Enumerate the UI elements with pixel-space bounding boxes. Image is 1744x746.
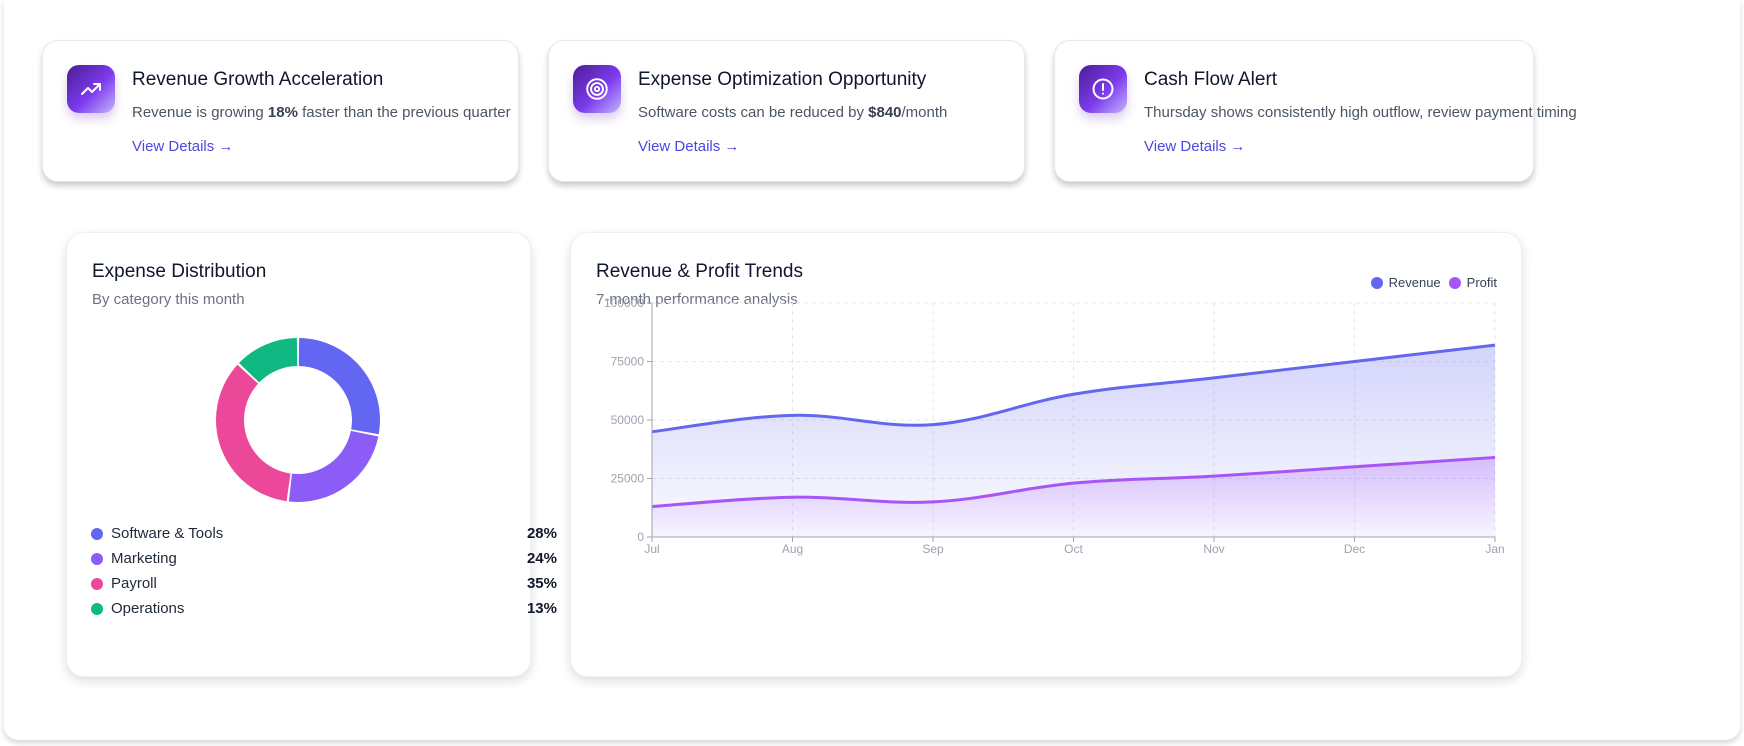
target-icon [573,65,621,113]
legend-swatch [1448,276,1461,289]
panel-title: Revenue & Profit Trends [596,261,803,282]
donut-slice[interactable] [216,364,291,502]
panel-title: Expense Distribution [92,261,267,282]
legend-label: Payroll [111,575,157,592]
donut-slice[interactable] [288,430,379,502]
profit-area [652,457,1495,537]
y-tick-label: 0 [637,530,644,544]
alert-circle-icon [1079,65,1127,113]
donut-slice[interactable] [239,338,298,383]
expense-legend-item: Payroll 35% [91,574,557,594]
insight-title: Cash Flow Alert [1144,69,1278,90]
legend-label: Software & Tools [111,525,224,542]
y-tick-label: 25000 [611,472,645,486]
dashboard-frame: Revenue Growth Acceleration Revenue is g… [4,0,1740,740]
x-tick-label: Dec [1344,542,1365,556]
x-tick-label: Jul [644,542,659,556]
insight-description: Software costs can be reduced by $840/mo… [638,104,948,121]
expense-legend-item: Operations 13% [91,599,557,619]
view-details-link[interactable]: View Details → [1144,138,1246,155]
x-tick-label: Jan [1485,542,1504,556]
legend-item-profit[interactable]: Profit [1448,275,1497,290]
expense-legend-item: Marketing 24% [91,549,557,569]
legend-label: Revenue [1388,275,1441,290]
legend-percentage: 13% [526,600,557,617]
legend-label: Operations [111,600,185,617]
insight-title: Revenue Growth Acceleration [132,69,384,90]
panel-subtitle: 7-month performance analysis [596,291,798,308]
legend-swatch [91,553,103,565]
legend-percentage: 28% [526,525,557,542]
chart-legend: Revenue Profit [1369,275,1497,290]
revenue-profit-trends-panel: Revenue & Profit Trends 7-month performa… [570,232,1522,677]
y-tick-label: 75000 [611,355,645,369]
view-details-link[interactable]: View Details → [132,138,234,155]
legend-swatch [91,578,103,590]
legend-percentage: 35% [526,575,557,592]
insight-description: Thursday shows consistently high outflow… [1144,104,1577,121]
legend-label: Marketing [111,550,177,567]
x-tick-label: Nov [1203,542,1224,556]
y-tick-label: 50000 [611,413,645,427]
insight-description: Revenue is growing 18% faster than the p… [132,104,511,121]
profit-line[interactable] [651,455,1496,509]
expense-donut-chart [216,338,380,502]
revenue-profit-area-chart: 0 25000 50000 75000 100000 Jul Aug Sep Oct Nov Dec… [604,296,1505,556]
y-tick-label: 100000 [604,296,644,310]
legend-percentage: 24% [526,550,557,567]
legend-swatch [1370,276,1383,289]
trending-up-icon [67,65,115,113]
insight-card-cash-flow-alert: Cash Flow Alert Thursday shows consisten… [1054,40,1577,182]
x-tick-label: Sep [922,542,944,556]
legend-swatch [91,528,103,540]
panel-subtitle: By category this month [92,291,245,308]
view-details-link[interactable]: View Details → [638,138,740,155]
x-tick-label: Aug [782,542,803,556]
donut-slice[interactable] [298,338,380,435]
legend-label: Profit [1466,275,1497,290]
legend-item-revenue[interactable]: Revenue [1370,275,1441,290]
legend-swatch [91,603,103,615]
insight-card-expense-optimization: Expense Optimization Opportunity Softwar… [548,40,1025,182]
expense-legend-item: Software & Tools 28% [91,524,557,544]
insight-card-revenue-growth: Revenue Growth Acceleration Revenue is g… [42,40,519,182]
insight-title: Expense Optimization Opportunity [638,69,927,90]
expense-distribution-panel: Expense Distribution By category this mo… [66,232,557,677]
x-tick-label: Oct [1064,542,1083,556]
revenue-line[interactable] [651,343,1496,434]
